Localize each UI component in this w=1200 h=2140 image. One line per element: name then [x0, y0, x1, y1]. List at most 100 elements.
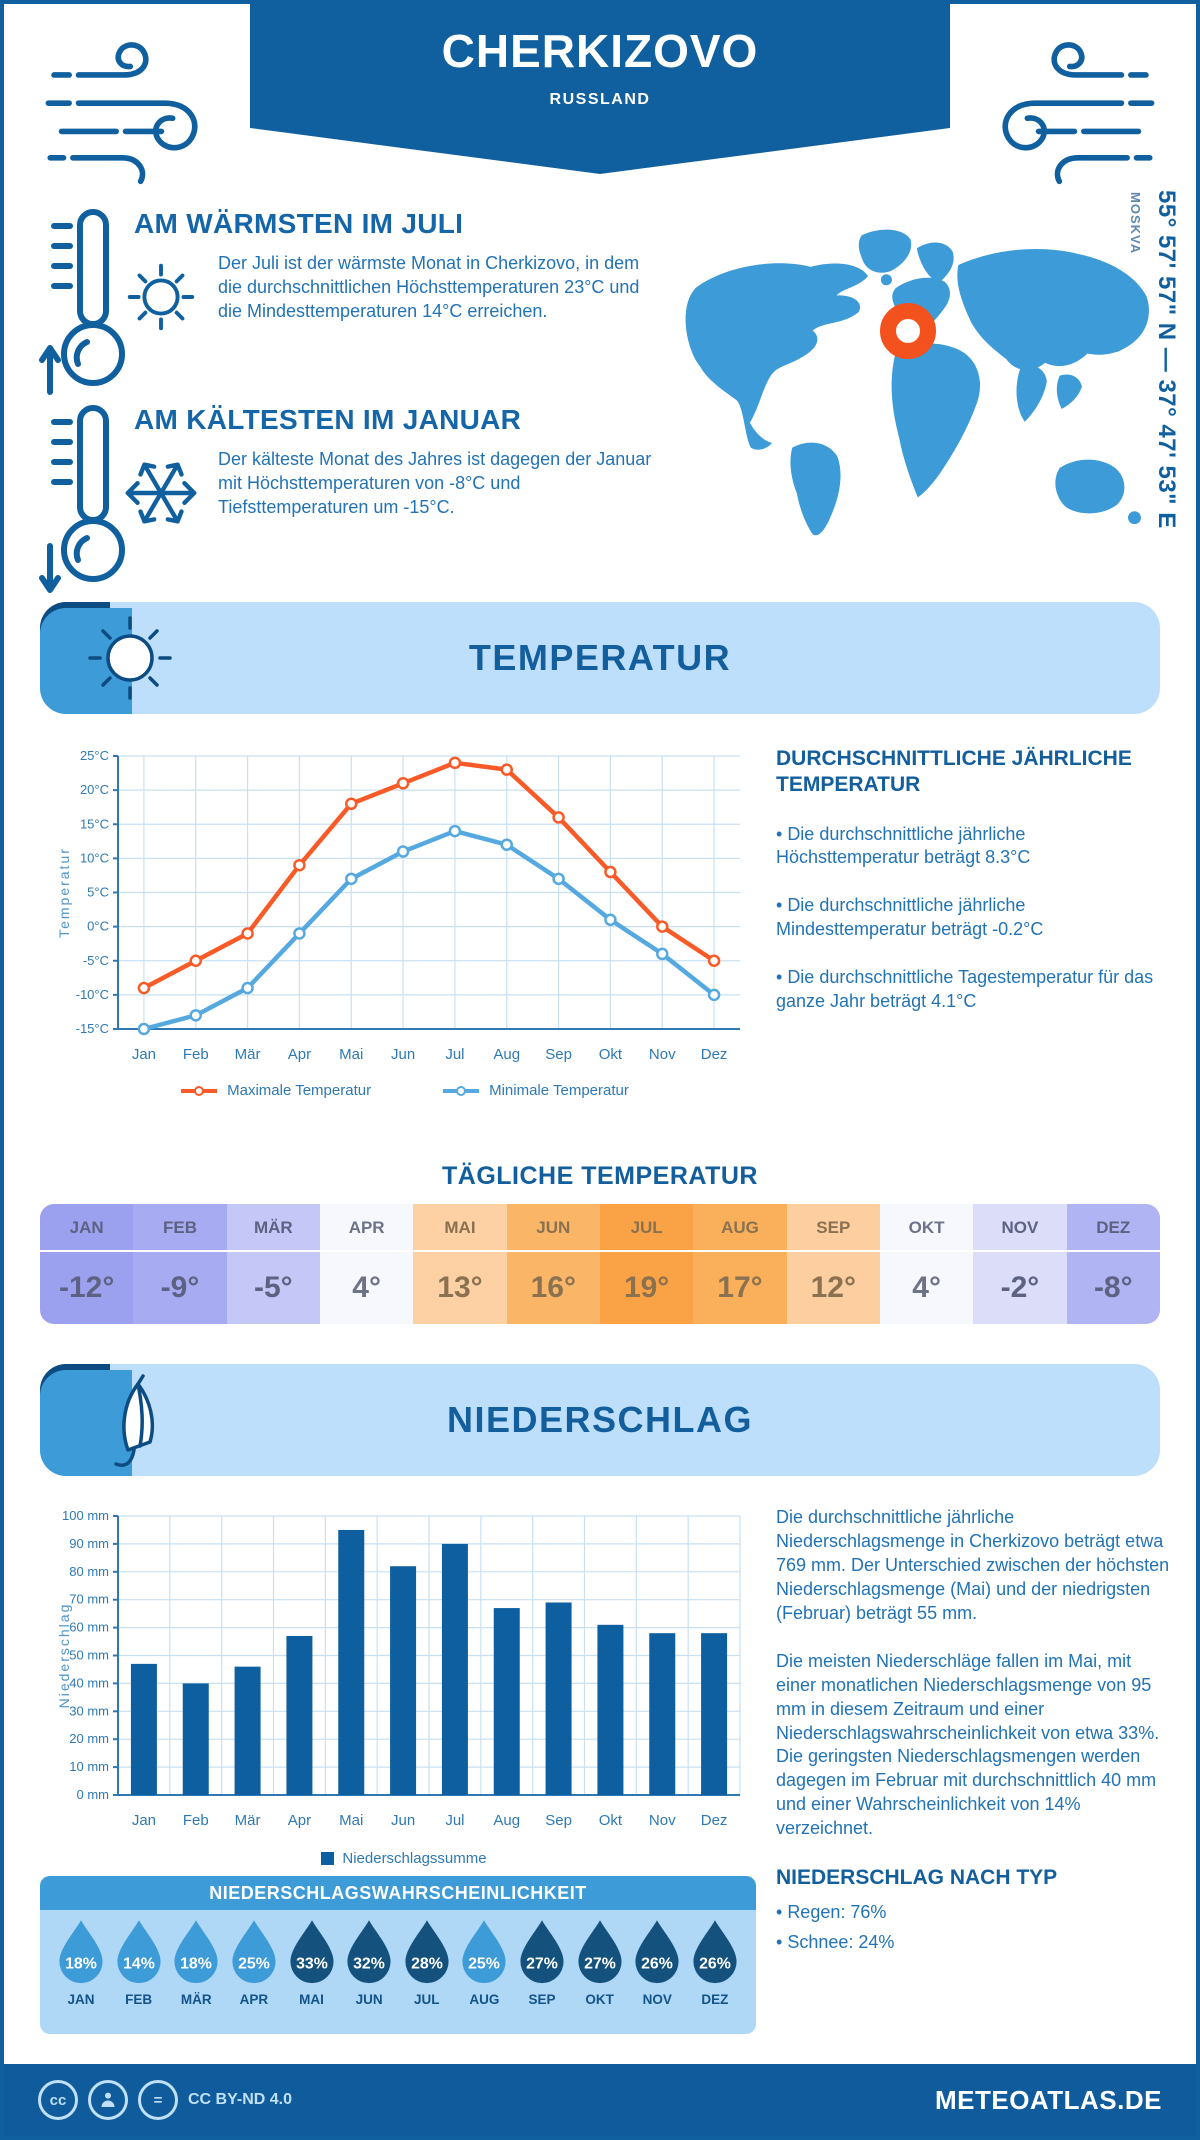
svg-text:33%: 33% — [296, 1956, 328, 1973]
droplet-month-label: AUG — [469, 1992, 500, 2007]
svg-text:30 mm: 30 mm — [69, 1703, 109, 1718]
nd-icon: = — [138, 2080, 178, 2120]
svg-text:Aug: Aug — [493, 1046, 520, 1063]
daily-month-value: -9° — [160, 1271, 200, 1304]
svg-text:-10°C: -10°C — [76, 987, 109, 1002]
droplet-icon: 27% — [520, 1920, 564, 1984]
svg-text:Jan: Jan — [132, 1046, 156, 1063]
precipitation-text-panel: Die durchschnittliche jährliche Niedersc… — [776, 1506, 1172, 1961]
daily-month-cell: FEB -9° — [133, 1204, 227, 1324]
thermometer-cold-icon — [39, 405, 125, 593]
probability-droplet: 26% NOV — [630, 1919, 684, 2007]
probability-panel: NIEDERSCHLAGSWAHRSCHEINLICHKEIT 18% JAN 14… — [40, 1876, 756, 2034]
probability-droplets: 18% JAN 14% FEB 18% MÄR 25% APR 33% MAI 32% JUN 28% J… — [40, 1910, 756, 2007]
svg-text:20°C: 20°C — [80, 782, 109, 797]
svg-text:15°C: 15°C — [80, 816, 109, 831]
svg-text:Mär: Mär — [235, 1812, 261, 1829]
legend-label: Maximale Temperatur — [227, 1082, 372, 1099]
svg-text:25%: 25% — [238, 1956, 270, 1973]
svg-text:Okt: Okt — [599, 1046, 623, 1063]
daily-month-value: 19° — [623, 1271, 670, 1304]
precipitation-type-heading: NIEDERSCHLAG NACH TYP — [776, 1866, 1058, 1890]
daily-month-cell: JUL 19° — [599, 1204, 694, 1324]
daily-month-label: JAN — [40, 1204, 134, 1252]
daily-month-value: -12° — [58, 1271, 115, 1304]
precipitation-paragraph: Die meisten Niederschläge fallen im Mai,… — [776, 1650, 1160, 1839]
svg-text:28%: 28% — [411, 1956, 443, 1973]
svg-text:Temperatur: Temperatur — [56, 847, 72, 938]
site-name: METEOATLAS.DE — [934, 2084, 1162, 2115]
droplet-icon: 33% — [289, 1920, 334, 1984]
legend-square-swatch — [321, 1852, 335, 1865]
probability-droplet: 18% JAN — [54, 1919, 108, 2007]
temperature-chart: -15°C -10°C -5°C 0°C 5°C 10°C 15°C 20°C 25°C Jan F… — [54, 742, 754, 1077]
daily-month-cell: MÄR -5° — [226, 1204, 320, 1324]
probability-droplet: 27% OKT — [573, 1919, 627, 2007]
droplet-month-label: DEZ — [701, 1992, 729, 2007]
location-marker — [879, 303, 936, 360]
svg-text:-5°C: -5°C — [83, 953, 109, 968]
svg-text:70 mm: 70 mm — [69, 1592, 109, 1607]
license-label: CC BY-ND 4.0 — [188, 2091, 293, 2108]
daily-month-label: OKT — [879, 1204, 974, 1252]
svg-text:Jan: Jan — [132, 1812, 156, 1829]
svg-text:Sep: Sep — [545, 1812, 572, 1829]
droplet-month-label: NOV — [642, 1992, 672, 2007]
svg-text:Dez: Dez — [701, 1812, 728, 1829]
warmest-text: Der Juli ist der wärmste Monat in Cherki… — [218, 253, 640, 321]
svg-text:100 mm: 100 mm — [62, 1508, 109, 1523]
svg-text:Jun: Jun — [391, 1812, 415, 1829]
temperature-banner: TEMPERATUR — [40, 602, 1160, 714]
daily-month-label: MAI — [413, 1204, 507, 1252]
droplet-month-label: MÄR — [180, 1992, 212, 2007]
daily-month-label: DEZ — [1066, 1204, 1160, 1252]
precipitation-banner: NIEDERSCHLAG — [40, 1364, 1160, 1476]
svg-text:80 mm: 80 mm — [69, 1564, 109, 1579]
legend-line-swatch — [443, 1085, 480, 1096]
daily-temperature-table: JAN -12° FEB -9° MÄR -5° APR 4° MAI 13° JUN 16° JUL 1… — [40, 1204, 1160, 1324]
legend-line-swatch — [181, 1085, 218, 1096]
page-title: CHERKIZOVO — [441, 25, 759, 77]
daily-month-cell: DEZ -8° — [1066, 1204, 1160, 1324]
svg-text:Jul: Jul — [445, 1046, 464, 1063]
coldest-text: Der kälteste Monat des Jahres ist dagege… — [218, 449, 652, 517]
daily-month-label: APR — [319, 1204, 414, 1252]
droplet-icon: 27% — [578, 1920, 622, 1984]
annual-temperature-heading: DURCHSCHNITTLICHE JÄHRLICHE TEMPERATUR — [776, 747, 1132, 797]
droplet-month-label: OKT — [585, 1992, 614, 2007]
svg-text:Mai: Mai — [339, 1812, 363, 1829]
daily-month-value: 16° — [530, 1271, 576, 1304]
daily-month-cell: MAI 13° — [413, 1204, 507, 1324]
world-map — [654, 186, 1152, 558]
daily-month-cell: NOV -2° — [973, 1204, 1067, 1324]
legend-label: Minimale Temperatur — [489, 1082, 629, 1099]
svg-text:50 mm: 50 mm — [69, 1648, 109, 1663]
svg-text:0 mm: 0 mm — [77, 1787, 110, 1802]
droplet-month-label: JUL — [413, 1992, 440, 2007]
daily-month-value: 13° — [437, 1271, 483, 1304]
daily-month-label: NOV — [973, 1204, 1067, 1252]
svg-text:5°C: 5°C — [87, 885, 109, 900]
daily-temperature-title: TÄGLICHE TEMPERATUR — [442, 1162, 758, 1190]
probability-droplet: 25% APR — [227, 1919, 281, 2007]
svg-text:27%: 27% — [526, 1956, 558, 1973]
page-subtitle: RUSSLAND — [549, 91, 651, 108]
legend-item: Niederschlagssumme — [321, 1850, 487, 1867]
svg-text:32%: 32% — [353, 1956, 385, 1973]
svg-text:25°C: 25°C — [80, 748, 109, 763]
world-map-svg — [685, 229, 1149, 536]
precipitation-banner-title: NIEDERSCHLAG — [446, 1399, 754, 1440]
svg-text:90 mm: 90 mm — [69, 1536, 109, 1551]
banner-chevron — [250, 128, 950, 174]
daily-month-cell: JUN 16° — [506, 1204, 600, 1324]
precipitation-type-bullets: Regen: 76% Schnee: 24% — [776, 1901, 1172, 1955]
legend-item: Minimale Temperatur — [441, 1082, 629, 1099]
daily-month-cell: AUG 17° — [693, 1204, 787, 1324]
daily-month-value: -2° — [1000, 1271, 1040, 1304]
svg-text:Dez: Dez — [701, 1046, 728, 1063]
svg-text:-15°C: -15°C — [76, 1021, 109, 1036]
wind-icon — [45, 42, 198, 185]
svg-text:Apr: Apr — [288, 1046, 311, 1063]
svg-text:25%: 25% — [469, 1956, 501, 1973]
svg-text:Aug: Aug — [493, 1812, 520, 1829]
